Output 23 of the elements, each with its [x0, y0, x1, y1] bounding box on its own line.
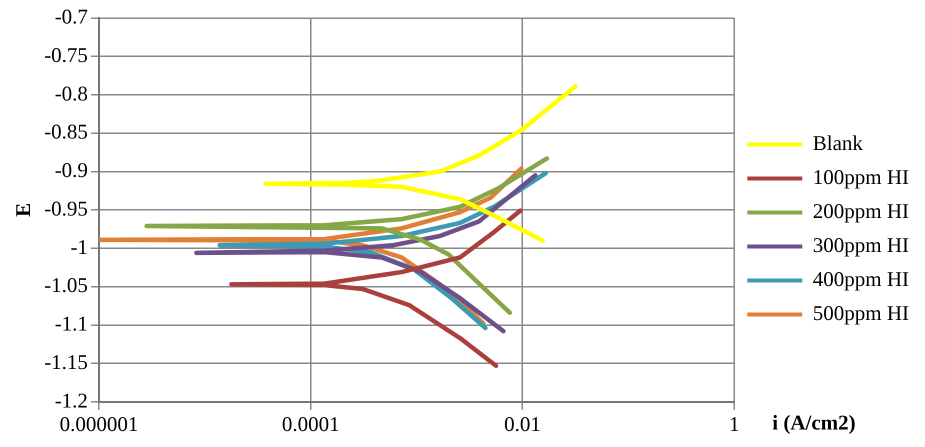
y-tick-label: -0.75 — [44, 42, 88, 67]
x-tick-label: 0.0001 — [282, 412, 340, 436]
y-tick-label: -1.05 — [44, 273, 88, 298]
x-tick-label: 0.000001 — [60, 412, 138, 436]
y-tick-label: -1.15 — [44, 350, 88, 374]
legend-label: 100ppm HI — [812, 165, 910, 190]
y-tick-label: -1 — [70, 234, 88, 259]
legend-label: 400ppm HI — [812, 267, 910, 292]
legend-label: 200ppm HI — [812, 199, 910, 224]
legend-label: 500ppm HI — [812, 301, 910, 326]
x-axis-title: i (A/cm2) — [772, 410, 856, 435]
x-tick-label: 1 — [729, 412, 740, 436]
legend-label: Blank — [812, 131, 864, 156]
y-tick-label: -1.1 — [54, 312, 88, 336]
y-tick-label: -0.7 — [54, 4, 88, 29]
y-tick-label: -0.8 — [54, 81, 88, 106]
y-tick-label: -0.9 — [54, 158, 88, 182]
y-tick-label: -1.2 — [54, 388, 88, 412]
legend-label: 300ppm HI — [812, 233, 910, 258]
x-tick-label: 0.01 — [504, 412, 541, 436]
y-axis-title: E — [11, 202, 36, 217]
y-tick-label: -0.85 — [44, 120, 88, 144]
y-tick-label: -0.95 — [44, 196, 88, 220]
